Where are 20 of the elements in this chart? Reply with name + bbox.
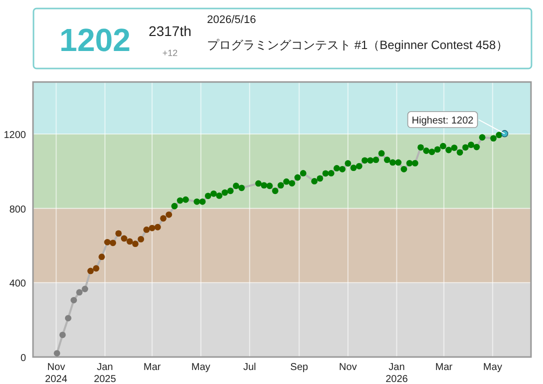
x-tick-label: Jan 2025: [94, 362, 116, 384]
x-tick-label: Nov: [339, 362, 357, 373]
text: 2317th: [148, 23, 192, 39]
x-tick-label: Mar: [143, 362, 162, 373]
text: 1202: [59, 22, 131, 58]
annotation: Highest: 1202: [412, 116, 474, 127]
x-tick-label: Mar: [435, 362, 454, 373]
y-tick-label: 400: [9, 278, 26, 290]
y-tick-label: 1200: [4, 130, 26, 142]
x-tick-label: May: [191, 362, 210, 373]
x-tick-label: Jul: [243, 362, 256, 373]
text: +12: [162, 48, 178, 58]
x-tick-label: Jan 2026: [386, 362, 408, 384]
text: プログラミングコンテスト #1（Beginner Contest 458）: [207, 38, 508, 52]
text: 2026/5/16: [207, 14, 256, 26]
y-tick-label: 0: [20, 353, 26, 364]
x-tick-label: Sep: [290, 362, 309, 373]
x-tick-label: Nov 2024: [45, 362, 68, 384]
x-tick-label: May: [483, 362, 502, 373]
y-tick-label: 800: [9, 204, 26, 216]
